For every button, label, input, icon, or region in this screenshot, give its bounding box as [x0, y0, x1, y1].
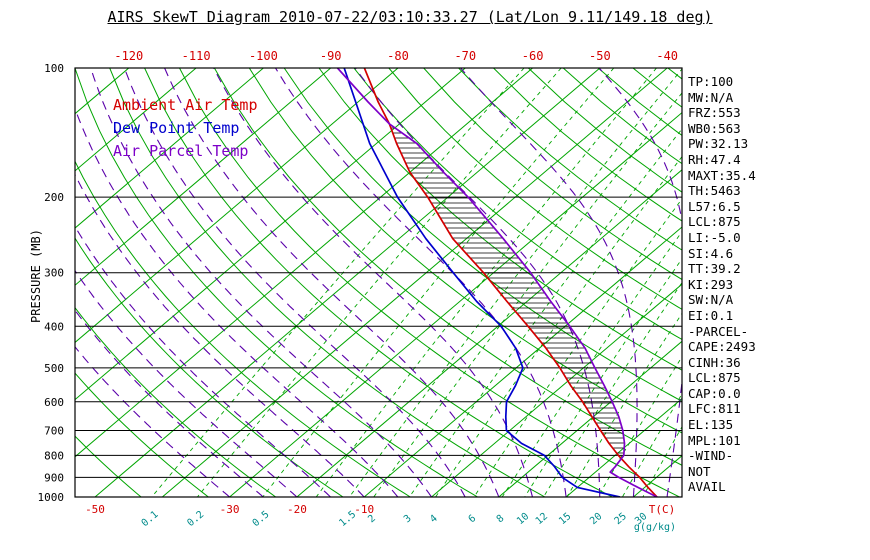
cape-hatch-area — [390, 127, 625, 454]
bottom-temp-tick-label: -10 — [354, 503, 374, 516]
stat-line: AVAIL — [688, 479, 726, 495]
mixing-ratio-tick-label: 8 — [495, 513, 507, 525]
stat-line: EL:135 — [688, 417, 734, 433]
stat-line: SW:N/A — [688, 292, 734, 308]
top-temp-tick-label: -40 — [656, 49, 678, 63]
legend-item: Air Parcel Temp — [113, 142, 249, 160]
plot-frame — [74, 67, 683, 498]
stat-line: LI:-5.0 — [688, 229, 741, 245]
pressure-tick-label: 100 — [44, 62, 64, 75]
bottom-temp-tick-label: -50 — [85, 503, 105, 516]
mixing-ratio-tick-label: 4 — [428, 513, 440, 525]
pressure-tick-label: 1000 — [38, 491, 65, 504]
stat-line: RH:47.4 — [688, 151, 741, 167]
stat-line: KI:293 — [688, 276, 734, 292]
mixing-ratio-tick-label: 10 — [515, 511, 531, 527]
stat-line: LFC:811 — [688, 401, 741, 417]
mixing-ratio-tick-label: 0.1 — [140, 509, 161, 529]
mixing-ratio-tick-label: 20 — [588, 511, 604, 527]
mixing-unit-label: g(g/kg) — [634, 522, 676, 533]
stat-line: MPL:101 — [688, 432, 741, 448]
ambient-temp-curve — [363, 68, 658, 497]
pressure-tick-label: 600 — [44, 396, 64, 409]
top-temp-tick-label: -50 — [589, 49, 611, 63]
stat-line: PW:32.13 — [688, 136, 749, 152]
stat-line: -WIND- — [688, 448, 734, 464]
top-temp-tick-label: -110 — [182, 49, 211, 63]
stat-line: NOT — [688, 463, 711, 479]
stat-line: TT:39.2 — [688, 261, 741, 277]
mixing-ratio-tick-label: 2 — [366, 513, 378, 525]
pressure-tick-label: 700 — [44, 425, 64, 438]
moist-adiabat-lines — [75, 68, 682, 497]
top-temp-tick-label: -60 — [522, 49, 544, 63]
pressure-tick-label: 400 — [44, 320, 64, 333]
legend-item: Dew Point Temp — [113, 119, 240, 137]
mixing-ratio-tick-label: 15 — [557, 511, 573, 527]
bottom-temp-axis: -50 -30 -20 -10 T(C) — [85, 503, 675, 516]
legend: Ambient Air Temp Dew Point Temp Air Parcel… — [113, 94, 258, 163]
legend-item: Ambient Air Temp — [113, 96, 258, 114]
stat-line: SI:4.6 — [688, 245, 734, 261]
stat-line: FRZ:553 — [688, 105, 741, 121]
top-temp-tick-label: -70 — [454, 49, 476, 63]
dewpoint-curve — [343, 68, 621, 497]
mixing-ratio-tick-label: 0.5 — [251, 509, 272, 529]
top-temp-tick-label: -120 — [114, 49, 143, 63]
top-temp-tick-label: -90 — [320, 49, 342, 63]
top-temp-axis: -120 -110 -100 -90 -80 -70 -60 -50 -40 — [114, 49, 678, 63]
top-temp-tick-label: -100 — [249, 49, 278, 63]
stat-line: EI:0.1 — [688, 307, 734, 323]
stat-line: TH:5463 — [688, 183, 741, 199]
stat-line: MW:N/A — [688, 89, 734, 105]
mixing-ratio-tick-label: 12 — [534, 511, 550, 527]
stat-line: LCL:875 — [688, 370, 741, 386]
stats-panel: TP:100 MW:N/A FRZ:553 WB0:563 PW:32.13 RH:47.… — [688, 74, 866, 495]
temp-unit-label: T(C) — [649, 503, 676, 516]
stat-line: CAP:0.0 — [688, 385, 741, 401]
pressure-axis: 100 200 300 400 500 600 700 800 900 1000 PRESSURE … — [29, 62, 64, 504]
stat-line: MAXT:35.4 — [688, 167, 756, 183]
stat-line: TP:100 — [688, 74, 734, 89]
mixing-ratio-tick-label: 0.2 — [185, 509, 206, 529]
stat-line: L57:6.5 — [688, 198, 741, 214]
mixing-ratio-tick-label: 3 — [402, 513, 414, 525]
mixing-ratio-tick-label: 25 — [613, 511, 629, 527]
mixing-ratio-tick-label: 6 — [467, 513, 479, 525]
pressure-tick-label: 300 — [44, 267, 64, 280]
pressure-axis-label: PRESSURE (MB) — [29, 229, 43, 323]
page-title: AIRS SkewT Diagram 2010-07-22/03:10:33.2… — [107, 8, 713, 26]
parcel-temp-curve — [336, 68, 658, 497]
bottom-temp-tick-label: -30 — [220, 503, 240, 516]
pressure-tick-label: 800 — [44, 449, 64, 462]
pressure-tick-label: 900 — [44, 471, 64, 484]
mixing-ratio-lines — [151, 68, 682, 497]
isotherm-lines — [75, 68, 682, 497]
pressure-tick-label: 200 — [44, 191, 64, 204]
stat-line: WB0:563 — [688, 120, 741, 136]
top-temp-tick-label: -80 — [387, 49, 409, 63]
bottom-temp-tick-label: -20 — [287, 503, 307, 516]
pressure-tick-label: 500 — [44, 362, 64, 375]
stat-line: LCL:875 — [688, 214, 741, 230]
stat-line: -PARCEL- — [688, 323, 749, 339]
stat-line: CINH:36 — [688, 354, 741, 370]
stat-line: CAPE:2493 — [688, 339, 756, 355]
